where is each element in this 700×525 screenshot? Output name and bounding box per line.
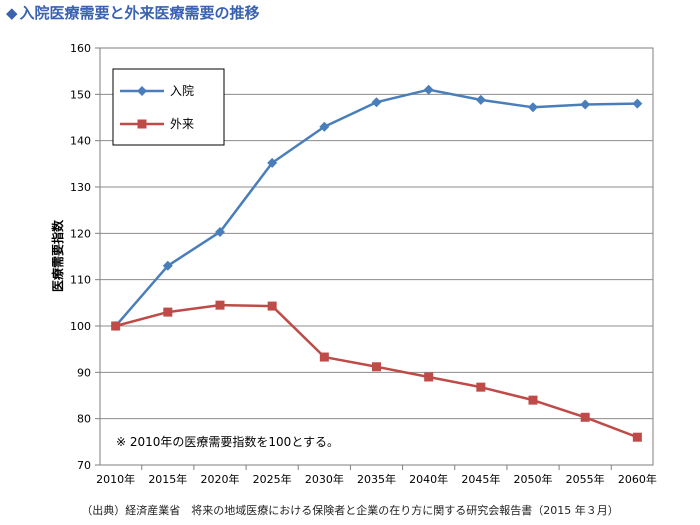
y-tick-label: 100 <box>70 320 91 333</box>
data-point <box>319 121 330 132</box>
data-point <box>214 226 225 237</box>
source-note: （出典）経済産業省 将来の地域医療における保険者と企業の在り方に関する研究会報告… <box>81 504 619 517</box>
y-tick-label: 130 <box>70 181 91 194</box>
data-point <box>632 432 642 442</box>
x-tick-label: 2025年 <box>253 472 292 486</box>
legend-label: 入院 <box>170 84 194 98</box>
y-tick-label: 120 <box>70 227 91 240</box>
data-point <box>267 301 277 311</box>
data-point <box>424 372 434 382</box>
plot-area <box>99 47 654 466</box>
x-tick-label: 2050年 <box>514 472 553 486</box>
chart-title: ◆ 入院医療需要と外来医療需要の推移 <box>6 2 260 23</box>
data-point <box>528 102 539 113</box>
legend-marker <box>137 86 147 96</box>
data-point <box>528 395 538 405</box>
data-point <box>215 300 225 310</box>
x-tick-label: 2030年 <box>305 472 344 486</box>
x-tick-label: 2045年 <box>461 472 500 486</box>
data-point <box>580 412 590 422</box>
y-tick-label: 70 <box>77 459 91 472</box>
series-group <box>110 84 643 442</box>
data-point <box>580 99 591 110</box>
data-point <box>111 321 121 331</box>
data-point <box>162 260 173 271</box>
data-point <box>371 97 382 108</box>
data-point <box>319 352 329 362</box>
y-tick-label: 90 <box>77 366 91 379</box>
legend-box <box>112 68 225 146</box>
x-tick-label: 2060年 <box>618 472 657 486</box>
legend-label: 外来 <box>170 117 194 131</box>
y-tick-label: 150 <box>70 88 91 101</box>
x-tick-label: 2035年 <box>357 472 396 486</box>
data-point <box>163 307 173 317</box>
x-tick-label: 2015年 <box>148 472 187 486</box>
y-tick-label: 160 <box>70 42 91 55</box>
y-tick-label: 110 <box>70 274 91 287</box>
x-tick-label: 2020年 <box>200 472 239 486</box>
chart-annotation: ※ 2010年の医療需要指数を100とする。 <box>116 434 339 449</box>
y-tick-label: 140 <box>70 135 91 148</box>
data-point <box>632 98 643 109</box>
y-tick-labels: 70 80 90 100 110 120 130 140 150 160 <box>70 42 91 472</box>
x-tick-label: 2040年 <box>409 472 448 486</box>
x-tick-labels: 2010年 2015年 2020年 2025年 2030年 2035年 2040年 2045年… <box>96 465 657 486</box>
legend-marker <box>137 119 147 129</box>
data-point <box>267 157 278 168</box>
chart-title-text: 入院医療需要と外来医療需要の推移 <box>19 4 260 22</box>
data-point <box>475 94 486 105</box>
x-tick-label: 2055年 <box>566 472 605 486</box>
data-point <box>476 382 486 392</box>
y-tick-label: 80 <box>77 413 91 426</box>
x-tick-label: 2010年 <box>96 472 135 486</box>
diamond-bullet-icon: ◆ <box>6 4 18 22</box>
data-point <box>423 84 434 95</box>
y-axis-label: 医療需要指数 <box>50 219 65 292</box>
data-point <box>372 362 381 372</box>
